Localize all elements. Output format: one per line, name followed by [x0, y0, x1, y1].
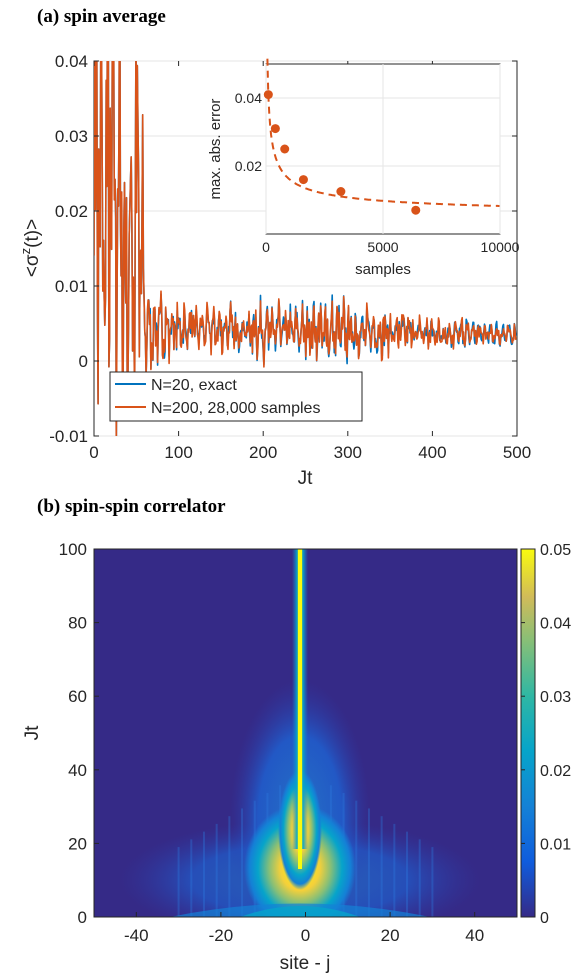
inset-y-tick-label: 0.02 [235, 158, 262, 174]
inset-x-tick-label: 5000 [367, 239, 398, 255]
inset-axes: 0.02 0.04 0 5000 10000 samples max. abs. err… [207, 58, 520, 278]
inset-series [263, 58, 500, 215]
inset-data-point [411, 205, 421, 215]
ticks-b: -40 -20 0 20 40 0 20 40 60 80 100 [59, 540, 485, 945]
colorbar [520, 548, 536, 918]
colorbar-tick-label: 0.03 [540, 689, 571, 706]
colorbar-tick-label: 0.02 [540, 763, 571, 780]
inset-data-point [270, 124, 280, 134]
x-tick-label-a: 300 [334, 443, 362, 462]
inset-x-tick-label: 10000 [481, 239, 520, 255]
legend-label-exact: N=20, exact [151, 377, 237, 394]
series-line-samples [94, 61, 517, 436]
y-tick-label-b: 20 [68, 834, 87, 853]
y-tick-label-a: -0.01 [49, 427, 88, 446]
y-tick-label-a: 0.02 [55, 202, 88, 221]
inset-ticks: 0.02 0.04 0 5000 10000 [235, 90, 520, 255]
heatmap-image [120, 549, 480, 917]
y-tick-label-b: 60 [68, 687, 87, 706]
x-tick-label-a: 500 [503, 443, 531, 462]
inset-data-point [336, 187, 346, 196]
x-tick-label-a: 400 [418, 443, 446, 462]
colorbar-tick-label: 0 [540, 910, 549, 927]
x-tick-label-b: 40 [465, 926, 484, 945]
inset-y-label: max. abs. error [207, 99, 224, 200]
y-tick-label-a: 0 [79, 352, 88, 371]
colorbar-ticks: 0 0.01 0.02 0.03 0.04 0.05 [521, 542, 571, 927]
y-tick-label-a: 0.01 [55, 277, 88, 296]
x-tick-label-a: 100 [164, 443, 192, 462]
y-tick-label-b: 100 [59, 540, 87, 559]
colorbar-tick-label: 0.05 [540, 542, 571, 559]
x-tick-label-b: -40 [124, 926, 149, 945]
legend-label-samples: N=200, 28,000 samples [151, 400, 320, 417]
correlator-axes: -40 -20 0 20 40 0 20 40 60 80 100 site - j Jt 0 0.0… [22, 540, 571, 974]
y-tick-label-b: 40 [68, 761, 87, 780]
x-axis-label-b: site - j [280, 953, 331, 974]
x-axis-label-a: Jt [298, 468, 314, 489]
inset-y-tick-label: 0.04 [235, 90, 262, 106]
inset-data-point [298, 175, 308, 185]
y-tick-label-b: 0 [78, 908, 87, 927]
legend: N=20, exact N=200, 28,000 samples [109, 371, 363, 422]
colorbar-tick-label: 0.01 [540, 836, 571, 853]
series-lines-a [94, 61, 517, 436]
x-tick-label-b: 20 [381, 926, 400, 945]
y-axis-label-a: <σz(t)> [18, 219, 43, 277]
inset-x-label: samples [355, 261, 411, 278]
inset-fit-line [266, 58, 500, 207]
panel-b-title: (b) spin-spin correlator [37, 496, 226, 517]
colorbar-tick-label: 0.04 [540, 616, 571, 633]
y-tick-label-a: 0.03 [55, 127, 88, 146]
y-tick-label-a: 0.04 [55, 52, 88, 71]
x-tick-label-b: 0 [301, 926, 310, 945]
panel-a-title: (a) spin average [37, 6, 166, 27]
x-tick-label-a: 0 [89, 443, 98, 462]
y-axis-label-b: Jt [22, 725, 43, 741]
x-tick-label-a: 200 [249, 443, 277, 462]
y-tick-label-b: 80 [68, 614, 87, 633]
x-tick-label-b: -20 [209, 926, 234, 945]
inset-data-point [280, 144, 290, 154]
inset-x-tick-label: 0 [262, 239, 270, 255]
inset-data-point [263, 90, 273, 100]
